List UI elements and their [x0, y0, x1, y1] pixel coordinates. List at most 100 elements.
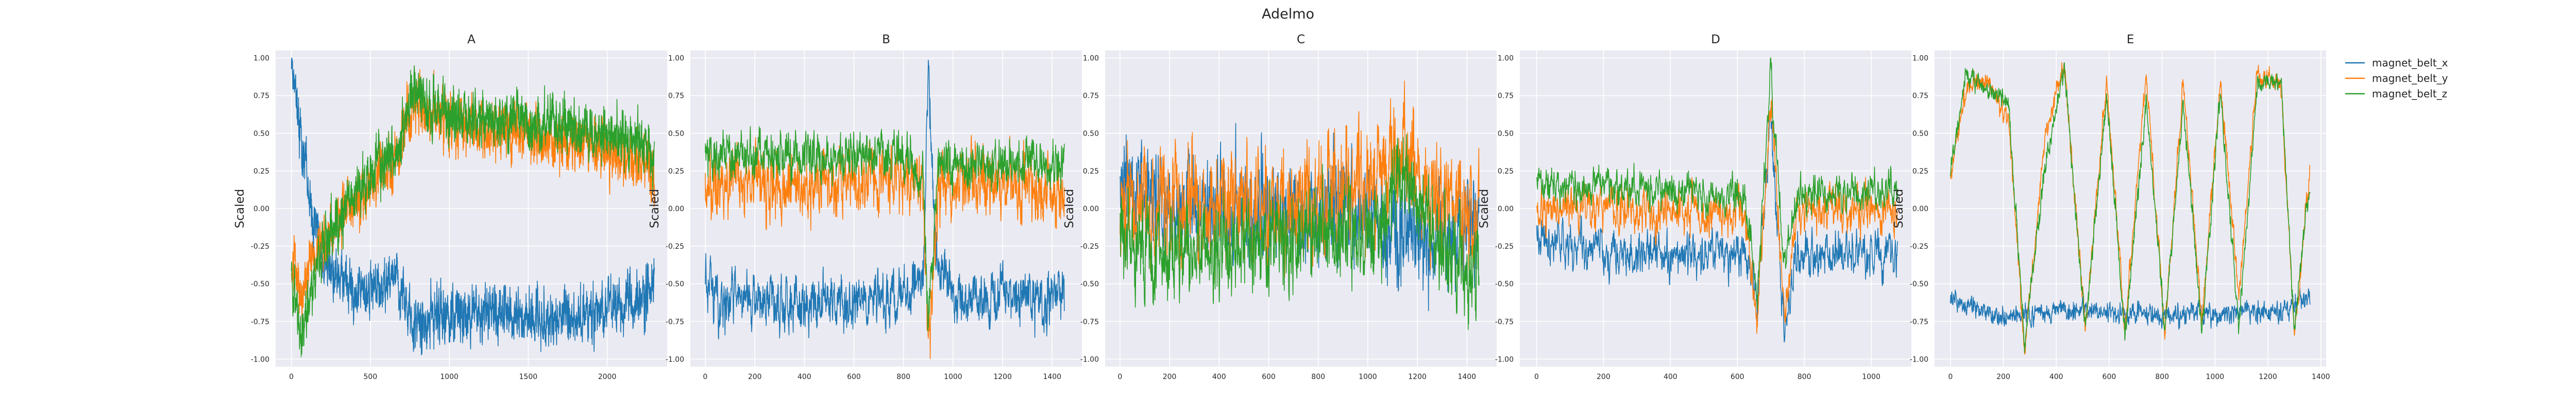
series-line-magnet_belt_x: [705, 60, 1065, 339]
x-tick-label: 1200: [2259, 373, 2277, 381]
panel-title: C: [1297, 33, 1305, 46]
y-axis-label: Scaled: [1892, 189, 1906, 228]
y-tick-label: -0.25: [1910, 243, 1928, 251]
legend-item-magnet_belt_z: magnet_belt_z: [2345, 88, 2447, 100]
panel-title: B: [882, 33, 890, 46]
x-tick-label: 2000: [598, 373, 617, 381]
y-axis-label: Scaled: [1063, 189, 1076, 228]
x-tick-label: 800: [896, 373, 910, 381]
y-tick-label: 0.25: [668, 167, 684, 176]
x-tick-label: 1500: [519, 373, 538, 381]
y-tick-label: -0.75: [251, 318, 269, 326]
y-tick-label: 0.50: [253, 130, 269, 138]
panel-c: 0 200 400 600 800 1000 1200 1400 -1.00 -0.75 -0.50…: [1063, 33, 1497, 381]
panel-title: E: [2127, 33, 2134, 46]
y-axis-label: Scaled: [1478, 189, 1491, 228]
legend-item-magnet_belt_x: magnet_belt_x: [2345, 57, 2448, 69]
y-tick-label: -0.75: [1080, 318, 1099, 326]
y-tick-label: -0.75: [666, 318, 684, 326]
x-tick-label: 400: [798, 373, 811, 381]
y-tick-label: 1.00: [1912, 55, 1928, 63]
y-tick-label: -0.50: [251, 280, 269, 288]
legend-item-magnet_belt_y: magnet_belt_y: [2345, 72, 2448, 84]
y-tick-label: -0.75: [1910, 318, 1928, 326]
panels: 0 500 1000 1500 2000-1.00-0.75-0.50-0.250.00…: [233, 33, 2330, 381]
y-tick-label: 0.00: [253, 205, 269, 213]
y-tick-label: -0.25: [1495, 243, 1514, 251]
x-tick-label: 0: [289, 373, 294, 381]
y-tick-label: 0.25: [253, 167, 269, 176]
y-tick-label: -0.50: [1495, 280, 1514, 288]
y-tick-label: 0.50: [1083, 130, 1099, 138]
y-tick-label: 0.00: [1498, 205, 1514, 213]
x-tick-label: 1400: [1043, 373, 1061, 381]
x-tick-label: 1000: [440, 373, 459, 381]
x-tick-label: 800: [1311, 373, 1325, 381]
y-tick-label: 1.00: [1498, 55, 1514, 63]
y-tick-label: 1.00: [253, 55, 269, 63]
y-tick-label: 0.00: [1912, 205, 1928, 213]
series-line-magnet_belt_z: [705, 126, 1065, 332]
x-tick-label: 0: [1534, 373, 1539, 381]
y-tick-label: -1.00: [251, 355, 269, 364]
y-tick-label: -1.00: [666, 355, 684, 364]
y-tick-label: 0.00: [1083, 205, 1099, 213]
y-tick-label: 0.75: [1083, 92, 1099, 100]
y-tick-label: -0.75: [1495, 318, 1514, 326]
y-tick-label: -1.00: [1080, 355, 1099, 364]
x-tick-label: 200: [748, 373, 762, 381]
x-tick-label: 400: [2049, 373, 2063, 381]
x-tick-label: 800: [2155, 373, 2169, 381]
legend: magnet_belt_x magnet_belt_y magnet_belt_z: [2345, 57, 2448, 100]
x-tick-label: 1200: [993, 373, 1012, 381]
x-tick-label: 600: [1731, 373, 1744, 381]
series-line-magnet_belt_x: [291, 57, 655, 355]
y-tick-label: 0.25: [1083, 167, 1099, 176]
panel-e: 0 200 400 600 800 1000 1200 1400 -1.00 -0.75 -0.50…: [1892, 33, 2330, 381]
x-tick-label: 1400: [1458, 373, 1476, 381]
y-axis-label: Scaled: [233, 189, 247, 228]
y-tick-label: -0.25: [251, 243, 269, 251]
y-tick-label: -0.25: [666, 243, 684, 251]
legend-label: magnet_belt_z: [2372, 88, 2447, 100]
panel-a: 0 500 1000 1500 2000 -1.00 -0.75 -0.50 -0.25 0.00…: [233, 33, 667, 381]
y-tick-label: -0.25: [1080, 243, 1099, 251]
x-tick-label: 0: [1948, 373, 1953, 381]
x-tick-label: 1000: [1359, 373, 1377, 381]
x-tick-label: 200: [1597, 373, 1611, 381]
y-tick-label: 0.25: [1498, 167, 1514, 176]
y-tick-label: 0.00: [668, 205, 684, 213]
y-tick-label: 0.50: [668, 130, 684, 138]
panel-d: 0 200 400 600 800 1000 -1.00 -0.75 -0.50 -0.25 0.0…: [1478, 33, 1911, 381]
y-tick-label: -0.50: [1910, 280, 1928, 288]
x-tick-label: 400: [1664, 373, 1677, 381]
series-line-magnet_belt_z: [1536, 57, 1899, 310]
x-tick-label: 200: [1996, 373, 2010, 381]
y-tick-label: 0.75: [1498, 92, 1514, 100]
y-tick-label: 0.75: [1912, 92, 1928, 100]
x-tick-label: 1000: [944, 373, 962, 381]
x-tick-label: 1200: [1408, 373, 1427, 381]
x-tick-label: 0: [703, 373, 707, 381]
series-line-magnet_belt_z: [1120, 134, 1480, 330]
x-tick-label: 500: [364, 373, 378, 381]
series-line-magnet_belt_z: [291, 65, 655, 357]
y-tick-label: -0.50: [1080, 280, 1099, 288]
y-tick-label: 0.50: [1912, 130, 1928, 138]
x-tick-label: 0: [1117, 373, 1122, 381]
series-line-magnet_belt_z: [1950, 62, 2311, 353]
x-tick-label: 600: [847, 373, 861, 381]
x-tick-label: 1000: [2206, 373, 2225, 381]
y-tick-label: 0.25: [1912, 167, 1928, 176]
x-tick-label: 1000: [1862, 373, 1880, 381]
y-tick-label: 0.75: [253, 92, 269, 100]
x-tick-label: 1400: [2312, 373, 2330, 381]
x-tick-label: 600: [1262, 373, 1276, 381]
x-tick-label: 400: [1212, 373, 1226, 381]
x-tick-label: 600: [2103, 373, 2116, 381]
y-tick-label: 0.50: [1498, 130, 1514, 138]
y-tick-label: 0.75: [668, 92, 684, 100]
y-tick-label: 1.00: [668, 55, 684, 63]
y-tick-label: -0.50: [666, 280, 684, 288]
